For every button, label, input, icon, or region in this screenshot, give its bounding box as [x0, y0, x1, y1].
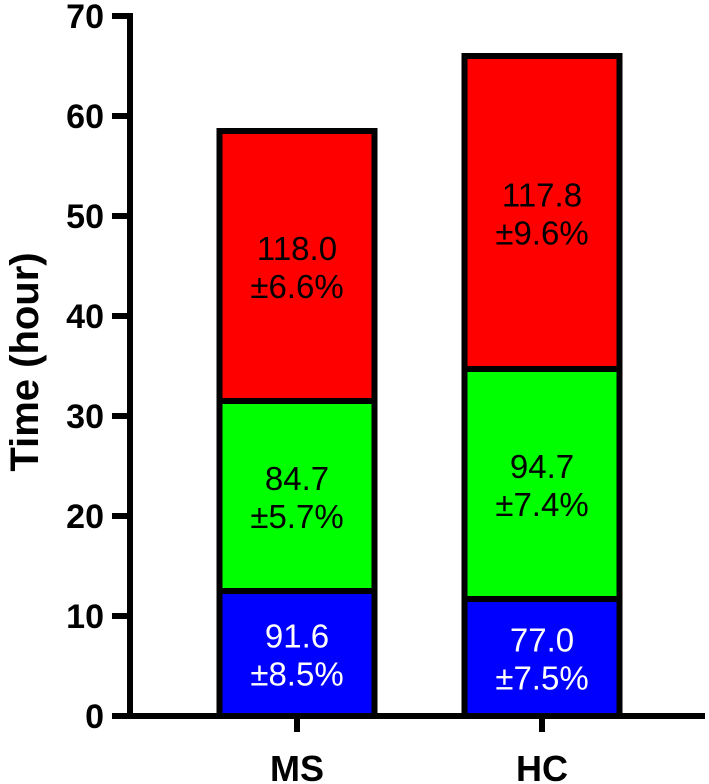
bar-segment-hc-1	[461, 596, 623, 719]
x-tick-label-ms: MS	[270, 748, 324, 784]
data-label-value: 94.7	[510, 448, 574, 485]
y-axis-title: Time (hour)	[3, 252, 47, 471]
data-label-value: 117.8	[502, 177, 582, 214]
bar-segment-ms-3	[216, 128, 378, 404]
x-tick-label-hc: HC	[516, 748, 568, 784]
y-tick-label: 10	[66, 598, 104, 636]
axes-layer: MS HC 0 10 20 30 40 50 60 70	[66, 0, 705, 784]
data-label-percent: ±6.6%	[250, 268, 343, 305]
data-label-value: 91.6	[265, 618, 329, 655]
data-label-percent: ±5.7%	[250, 498, 343, 535]
data-label-percent: ±9.6%	[495, 215, 588, 252]
bar-segment-hc-3	[461, 53, 623, 372]
y-tick-label: 20	[66, 498, 104, 536]
y-tick-label: 60	[66, 98, 104, 136]
data-label-percent: ±7.4%	[495, 486, 588, 523]
data-label-percent: ±8.5%	[250, 656, 343, 693]
y-tick-label: 40	[66, 298, 104, 336]
data-label-value: 77.0	[510, 622, 574, 659]
data-label-value: 84.7	[265, 460, 329, 497]
data-label-percent: ±7.5%	[495, 660, 588, 697]
y-tick-label: 70	[66, 0, 104, 36]
y-tick-label: 30	[66, 398, 104, 436]
data-label-value: 118.0	[257, 230, 337, 267]
bars-layer: 91.6±8.5% 84.7±5.7% 118.0±6.6% 77.0±7.5% 94.…	[216, 53, 623, 719]
y-tick-label: 0	[85, 698, 104, 736]
y-tick-label: 50	[66, 198, 104, 236]
bar-segment-hc-2	[461, 366, 623, 602]
bar-segment-ms-2	[216, 398, 378, 594]
